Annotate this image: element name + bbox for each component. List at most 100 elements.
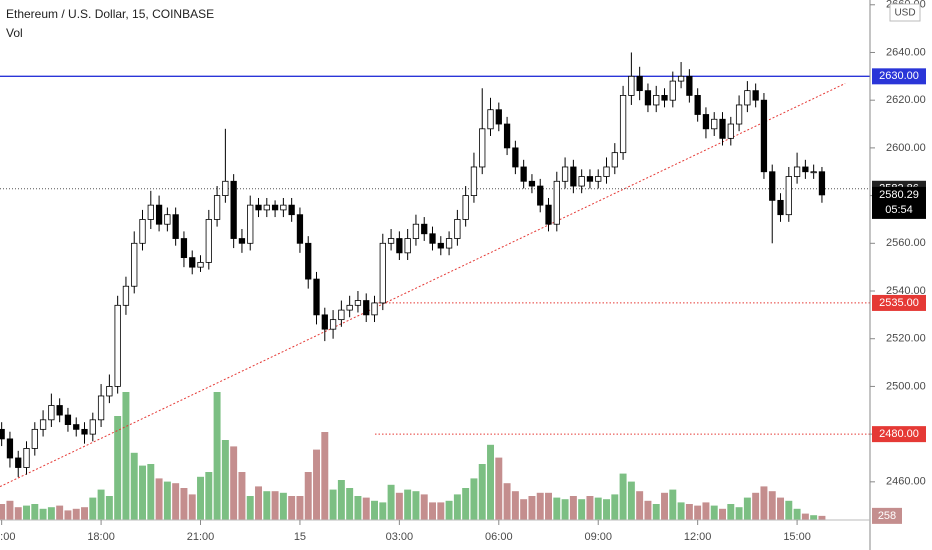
level-label: 2535.00	[879, 297, 919, 309]
volume-bar	[271, 491, 279, 520]
candle-body	[412, 223, 420, 239]
volume-bar	[453, 494, 461, 520]
volume-bar	[445, 500, 453, 520]
candle-body	[338, 309, 345, 321]
candle-body	[147, 204, 154, 220]
volume-bar	[329, 489, 337, 520]
candle-body	[636, 75, 643, 92]
volume-bar	[735, 507, 743, 520]
volume-bar	[586, 496, 594, 520]
candle-body	[238, 238, 246, 244]
volume-bar	[685, 504, 693, 520]
volume-label: 258	[878, 510, 896, 522]
volume-bar	[246, 496, 254, 520]
candle-body	[769, 171, 776, 201]
volume-bar	[304, 472, 312, 520]
candle-body	[702, 114, 710, 130]
candle-body	[752, 90, 759, 101]
volume-bar	[710, 505, 718, 520]
volume-label-box	[872, 507, 902, 524]
volume-bar	[429, 502, 436, 520]
volume-bar	[462, 488, 470, 520]
candle-body	[818, 171, 826, 196]
volume-bar	[669, 489, 677, 520]
plot-area	[0, 52, 870, 520]
candle-body	[15, 457, 22, 468]
volume-bar	[404, 489, 412, 520]
volume-bar	[528, 496, 536, 520]
candle-body	[81, 428, 88, 435]
candle-body	[56, 405, 63, 416]
candle-body	[719, 118, 726, 139]
candle-body	[321, 314, 328, 330]
candle-body	[255, 204, 262, 211]
volume-bar	[255, 486, 262, 520]
level-label-box	[872, 68, 926, 85]
volume-bar	[288, 496, 296, 520]
candle-body	[503, 123, 511, 149]
candle-body	[445, 238, 453, 249]
volume-bar	[114, 416, 122, 520]
candle-body	[197, 261, 204, 268]
countdown: 05:54	[885, 204, 913, 216]
volume-bar	[760, 486, 768, 520]
volume-bar	[213, 392, 221, 520]
volume-bar	[238, 472, 246, 520]
candle-body	[628, 75, 635, 96]
chart-title: Ethereum / U.S. Dollar, 15, COINBASE	[6, 7, 214, 21]
candle-body	[313, 278, 320, 316]
candle-body	[528, 180, 536, 187]
candle-body	[6, 438, 14, 459]
x-tick-label: 12:00	[684, 531, 712, 543]
candle-body	[744, 90, 751, 106]
volume-bar	[611, 494, 619, 520]
volume-bar	[263, 491, 271, 520]
candle-body	[802, 166, 809, 173]
volume-bar	[619, 473, 627, 520]
volume-bar	[122, 392, 130, 520]
candle-body	[677, 75, 685, 82]
candle-body	[495, 109, 502, 125]
candle-body	[793, 166, 801, 177]
candle-body	[810, 171, 817, 174]
volume-bar	[487, 444, 494, 520]
candle-body	[89, 419, 96, 435]
volume-bar	[97, 489, 105, 520]
candle-body	[561, 166, 569, 182]
candle-body	[653, 95, 660, 106]
candle-body	[164, 214, 171, 225]
candle-body	[222, 180, 229, 196]
candle-body	[23, 448, 30, 468]
volume-bar	[594, 497, 602, 520]
candle-body	[487, 109, 494, 130]
candle-body	[39, 419, 47, 430]
volume-bar	[39, 508, 47, 520]
x-tick-label: 15	[294, 531, 306, 543]
candle-body	[512, 147, 519, 168]
candle-body	[619, 95, 627, 154]
volume-bar	[105, 496, 113, 520]
volume-bar	[14, 507, 22, 520]
volume-bar	[56, 505, 64, 520]
volume-bar	[644, 500, 652, 520]
volume-bar	[495, 457, 503, 520]
volume-bar	[420, 494, 428, 520]
candle-body	[205, 219, 212, 263]
level-label-box	[872, 426, 926, 443]
x-tick-label: 09:00	[584, 531, 612, 543]
candle-body	[520, 166, 527, 182]
volume-bar	[6, 500, 14, 520]
level-label: 2480.00	[879, 428, 919, 440]
volume-bar	[346, 488, 354, 520]
volume-bar	[553, 497, 561, 520]
currency-box	[889, 3, 921, 22]
candle-body	[230, 180, 237, 239]
volume-bar	[64, 510, 72, 520]
candle-body	[661, 95, 668, 101]
candle-body	[97, 395, 105, 421]
volume-bar	[23, 505, 30, 520]
y-tick-label: 2620.00	[886, 94, 926, 106]
volume-bar	[89, 497, 97, 520]
volume-bar	[818, 515, 826, 520]
candle-body	[603, 166, 610, 177]
